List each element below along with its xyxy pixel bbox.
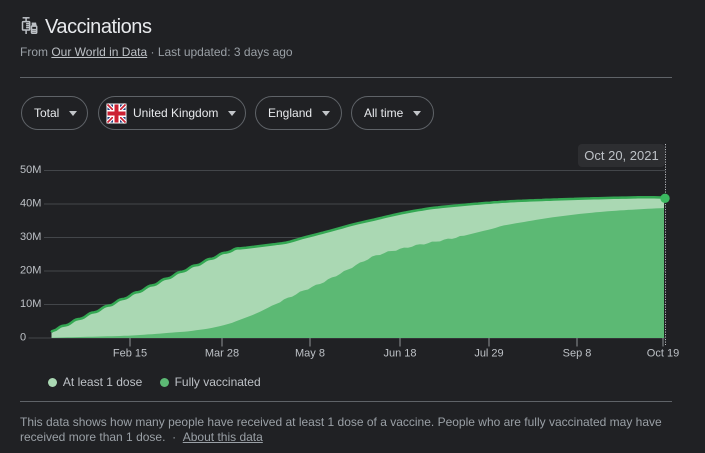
svg-text:0: 0 (20, 332, 26, 344)
svg-text:30M: 30M (20, 231, 41, 243)
svg-text:20M: 20M (20, 265, 41, 277)
svg-text:50M: 50M (20, 164, 41, 176)
svg-text:Jun 18: Jun 18 (383, 348, 416, 360)
svg-text:Mar 28: Mar 28 (205, 348, 239, 360)
svg-text:Oct 19: Oct 19 (647, 348, 679, 360)
svg-text:Jul 29: Jul 29 (474, 348, 503, 360)
svg-text:Sep 8: Sep 8 (563, 348, 592, 360)
svg-text:10M: 10M (20, 298, 41, 310)
svg-text:May 8: May 8 (295, 348, 325, 360)
svg-text:40M: 40M (20, 198, 41, 210)
svg-text:Feb 15: Feb 15 (113, 348, 147, 360)
